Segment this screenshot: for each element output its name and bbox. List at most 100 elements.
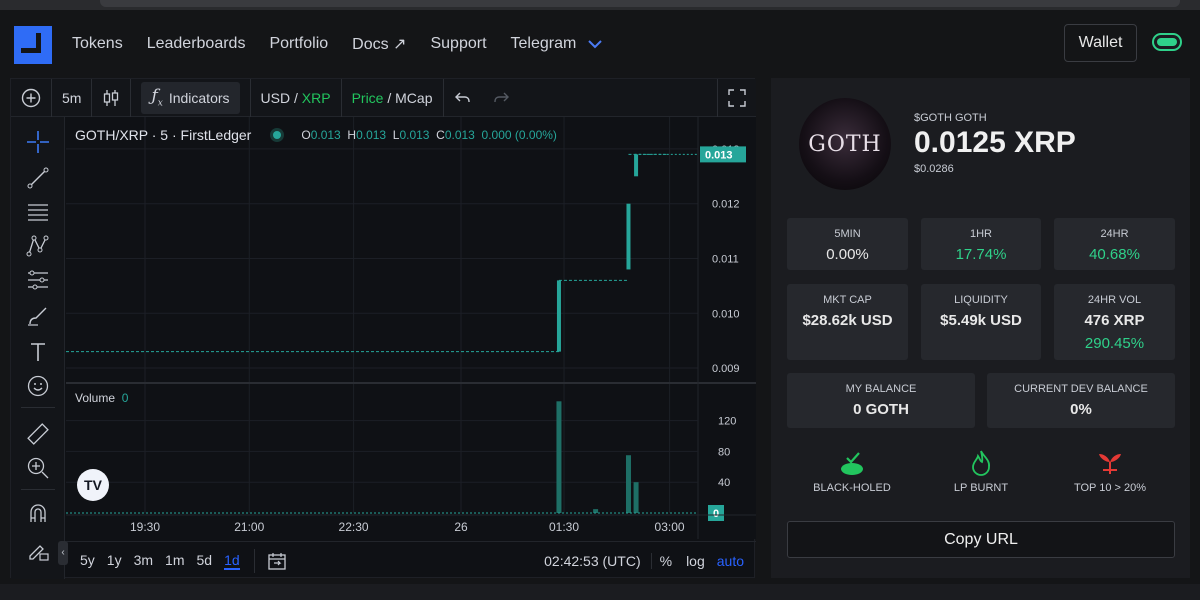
- chart-panel: 5m ƒx Indicators USD / XRP Price / MCap: [10, 78, 756, 579]
- stat-label: CURRENT DEV BALANCE: [1014, 383, 1148, 395]
- black-hole-check-icon: [841, 452, 863, 475]
- stat-value: 0.00%: [826, 246, 869, 263]
- chart-type-button[interactable]: [92, 78, 132, 117]
- volume-bar: [593, 509, 599, 513]
- token-avatar: GOTH: [799, 98, 891, 190]
- nav-link-docs[interactable]: Docs ↗: [352, 36, 407, 53]
- stat-change: 290.45%: [1084, 335, 1145, 352]
- percent-toggle[interactable]: %: [659, 552, 673, 569]
- smiley-icon: [27, 375, 49, 397]
- brush-icon: [28, 307, 47, 326]
- o-value: 0.013: [310, 128, 341, 142]
- stat-mkt-cap: MKT CAP $28.62k USD: [787, 284, 908, 360]
- nav-link-telegram[interactable]: Telegram: [511, 34, 603, 54]
- crosshair-icon: [27, 131, 49, 153]
- add-symbol-button[interactable]: [11, 78, 52, 117]
- redo-button[interactable]: [482, 79, 520, 117]
- indicators-button[interactable]: ƒx Indicators: [141, 81, 240, 114]
- projection-tool[interactable]: [25, 267, 51, 293]
- stat-value: 476 XRP: [1084, 312, 1145, 329]
- zoom-tool[interactable]: [25, 455, 51, 481]
- stat-label: LIQUIDITY: [954, 294, 1008, 306]
- brush-tool[interactable]: [25, 303, 51, 329]
- dev-balance-card: CURRENT DEV BALANCE 0%: [987, 373, 1175, 428]
- range-1d[interactable]: 1d: [224, 551, 240, 570]
- utc-time[interactable]: 02:42:53 (UTC): [534, 552, 652, 569]
- nav-link-tokens[interactable]: Tokens: [72, 35, 123, 52]
- range-5y[interactable]: 5y: [80, 551, 95, 568]
- range-1m[interactable]: 1m: [165, 551, 185, 568]
- range-buttons: 5y 1y 3m 1m 5d 1d: [66, 552, 240, 570]
- auto-toggle[interactable]: auto: [716, 552, 744, 569]
- candles-icon: [104, 89, 119, 106]
- currency-usd[interactable]: USD: [260, 89, 291, 106]
- sliders-icon: [28, 270, 48, 290]
- tool-divider: [21, 407, 55, 408]
- brand-logo[interactable]: [14, 26, 52, 64]
- lock-drawings-tool[interactable]: [25, 537, 51, 563]
- volume-value: 0: [121, 391, 129, 405]
- candle: [556, 280, 561, 352]
- volume-bar: [556, 401, 562, 513]
- token-name: $GOTH GOTH: [914, 112, 987, 124]
- last-price-label: 0.013: [705, 149, 733, 161]
- o-label: O: [301, 128, 311, 142]
- stat-value: 0%: [1070, 401, 1092, 418]
- nav-link-leaderboards[interactable]: Leaderboards: [146, 35, 246, 52]
- ruler-tool[interactable]: [25, 421, 51, 447]
- top-nav: Tokens Leaderboards Portfolio Docs ↗ Sup…: [0, 10, 1200, 76]
- plot-background: [66, 117, 756, 539]
- badge-label: LP BURNT: [953, 482, 1009, 494]
- mode-switch[interactable]: Price / MCap: [342, 78, 444, 117]
- tradingview-logo-icon[interactable]: TV: [77, 469, 109, 501]
- telegram-label: Telegram: [510, 35, 577, 52]
- last-volume-label-bg: [708, 505, 724, 521]
- nav-link-support[interactable]: Support: [430, 35, 487, 52]
- currency-switch[interactable]: USD / XRP: [251, 78, 342, 117]
- stat-value: $5.49k USD: [940, 312, 1022, 329]
- chart-toolbar: 5m ƒx Indicators USD / XRP Price / MCap: [11, 78, 756, 117]
- mode-price[interactable]: Price: [351, 89, 384, 106]
- nav-links: Tokens Leaderboards Portfolio Docs ↗ Sup…: [72, 34, 603, 54]
- mode-mcap[interactable]: MCap: [395, 89, 433, 106]
- c-label: C: [436, 128, 445, 142]
- collapse-toolbar-button[interactable]: ‹: [58, 541, 68, 565]
- price-tick-label: 0.010: [712, 308, 740, 320]
- trendline-tool[interactable]: [25, 165, 51, 191]
- copy-url-button[interactable]: Copy URL: [787, 521, 1175, 558]
- text-icon: [31, 343, 45, 361]
- chart-legend: GOTH/XRP · 5 · FirstLedger O0.013 H0.013…: [75, 127, 557, 143]
- theme-toggle[interactable]: [1152, 33, 1182, 51]
- price-chart[interactable]: 0.013 0.012 0.011 0.010 0.009 120 80 40 0.013 0 19…: [66, 117, 756, 539]
- lock-pencil-icon: [29, 545, 49, 561]
- emoji-tool[interactable]: [25, 373, 51, 399]
- stat-5min: 5MIN 0.00%: [787, 218, 908, 270]
- time-tick-label: 19:30: [130, 520, 160, 534]
- range-3m[interactable]: 3m: [133, 551, 154, 568]
- stat-24hr-vol: 24HR VOL 476 XRP 290.45%: [1054, 284, 1175, 360]
- currency-xrp[interactable]: XRP: [301, 89, 331, 106]
- badge-label: BLACK-HOLED: [813, 482, 891, 494]
- undo-button[interactable]: [444, 79, 482, 117]
- text-tool[interactable]: [25, 339, 51, 365]
- nav-link-portfolio[interactable]: Portfolio: [269, 35, 329, 52]
- logo-mark: [21, 33, 41, 53]
- magnet-tool[interactable]: [25, 501, 51, 527]
- volume-tick-label: 80: [718, 446, 730, 458]
- stat-value: $28.62k USD: [802, 312, 893, 329]
- pattern-tool[interactable]: [25, 233, 51, 259]
- symbol-label[interactable]: GOTH/XRP · 5 · FirstLedger: [75, 127, 252, 143]
- fib-tool[interactable]: [25, 199, 51, 225]
- token-usd-price: $0.0286: [914, 163, 954, 175]
- wallet-button[interactable]: Wallet: [1064, 24, 1137, 62]
- interval-button[interactable]: 5m: [52, 78, 93, 117]
- range-1y[interactable]: 1y: [106, 551, 122, 568]
- price-tick-label: 0.012: [712, 199, 740, 211]
- date-range-button[interactable]: [253, 548, 287, 573]
- fullscreen-button[interactable]: [717, 78, 756, 117]
- log-toggle[interactable]: log: [686, 552, 705, 569]
- status-dot-icon: [273, 131, 282, 139]
- crosshair-tool[interactable]: [25, 129, 51, 155]
- range-5d[interactable]: 5d: [196, 551, 213, 568]
- ohlc-values: O0.013 H0.013 L0.013 C0.013 0.000 (0.00%…: [301, 128, 557, 142]
